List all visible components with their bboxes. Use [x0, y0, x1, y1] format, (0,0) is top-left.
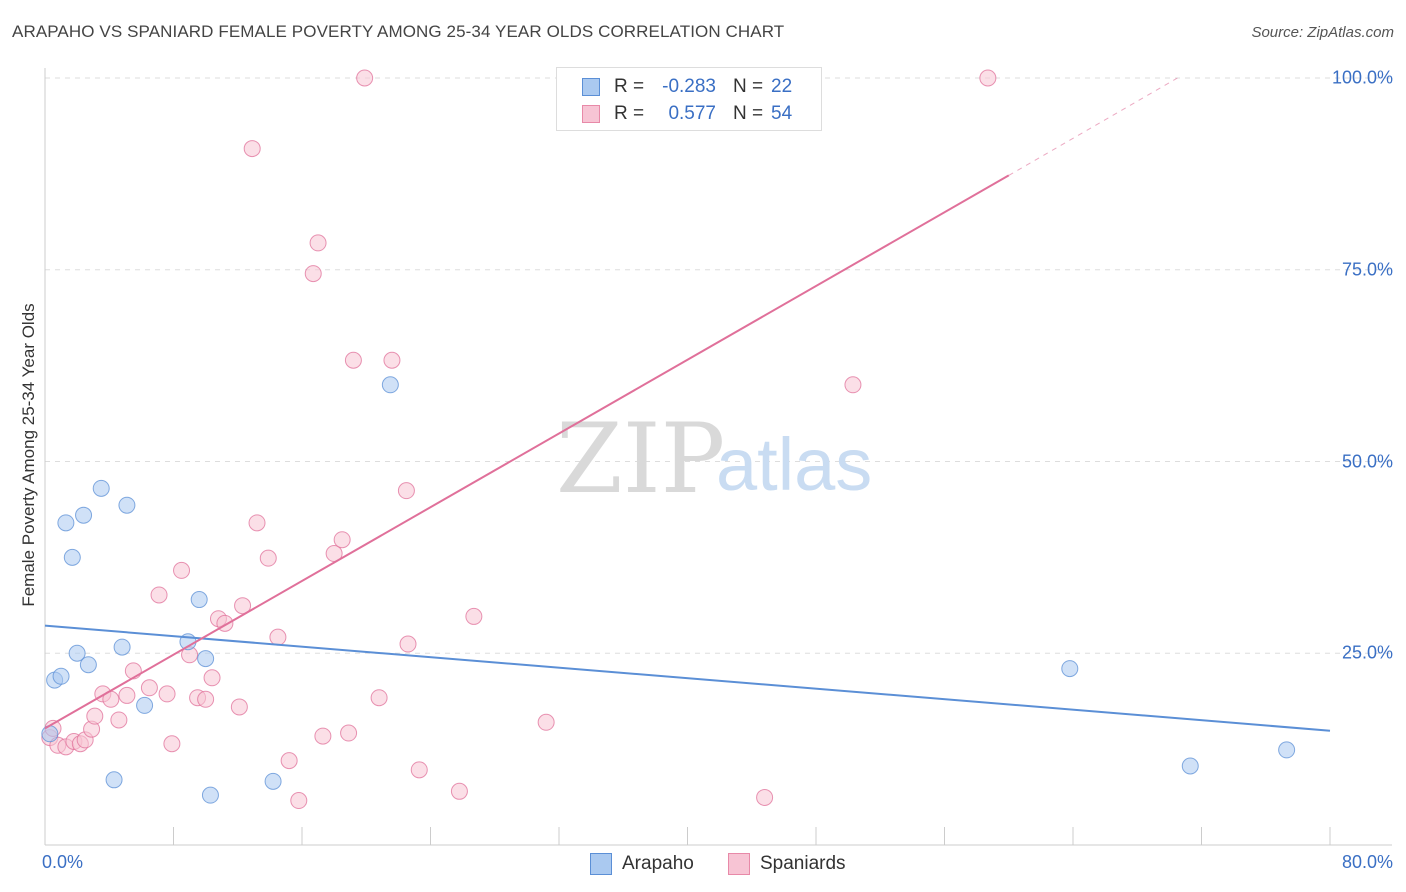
spaniards-point: [304, 265, 322, 283]
arapaho-point: [75, 506, 93, 524]
spaniards-point: [158, 685, 176, 703]
arapaho-point: [68, 644, 86, 662]
spaniards-point: [248, 514, 266, 532]
n-label: N =: [733, 76, 764, 97]
arapaho-point: [63, 548, 81, 566]
arapaho-point: [136, 696, 154, 714]
grid-lines: [45, 77, 1392, 654]
spaniards-point: [150, 586, 168, 604]
arapaho-point: [113, 638, 131, 656]
arapaho-point: [92, 479, 110, 497]
watermark: ZIP atlas: [556, 403, 872, 515]
spaniards-point: [410, 761, 428, 779]
r-label: R =: [614, 103, 645, 124]
source-label: Source: ZipAtlas.com: [1251, 24, 1394, 41]
spaniards-point: [397, 482, 415, 500]
arapaho-point: [197, 650, 215, 668]
arapaho-r-value: -0.283: [662, 76, 716, 97]
trend-lines: [44, 77, 1331, 732]
legend-row-spaniards: R = 0.577 N = 54: [557, 99, 821, 129]
spaniards-point: [399, 635, 417, 653]
spaniards-point: [203, 669, 221, 687]
spaniards-point: [537, 713, 555, 731]
arapaho-point: [41, 725, 59, 743]
spaniards-point: [290, 792, 308, 810]
arapaho-trend-line: [44, 624, 1331, 732]
n-label: N =: [733, 103, 764, 124]
spaniards-r-value: 0.577: [668, 103, 716, 124]
spaniards-point: [340, 724, 358, 742]
spaniards-point: [234, 597, 252, 615]
y-tick-label: 25.0%: [1341, 642, 1393, 663]
spaniards-point: [309, 234, 327, 252]
axes: [44, 68, 1392, 846]
spaniards-point: [197, 690, 215, 708]
spaniards-point: [118, 686, 136, 704]
spaniards-point: [230, 698, 248, 716]
spaniards-point: [243, 140, 261, 158]
legend-label-spaniards: Spaniards: [760, 853, 846, 874]
spaniards-point: [269, 628, 287, 646]
spaniards-point: [465, 607, 483, 625]
spaniards-point: [356, 69, 374, 87]
arapaho-point: [57, 514, 75, 532]
arapaho-swatch: [590, 853, 612, 875]
spaniards-point: [370, 689, 388, 707]
spaniards-n-value: 54: [771, 103, 793, 124]
spaniards-point: [110, 711, 128, 729]
spaniards-trend-line: [44, 174, 1010, 730]
arapaho-point: [52, 667, 70, 685]
y-tick-label: 50.0%: [1341, 451, 1393, 471]
correlation-legend: R = -0.283 N = 22 R = 0.577 N = 54: [556, 67, 822, 131]
spaniards-point: [86, 707, 104, 725]
watermark-atlas: atlas: [716, 423, 872, 506]
x-tick-label-min: 0.0%: [42, 852, 84, 872]
arapaho-point: [1181, 757, 1199, 775]
spaniards-point: [163, 735, 181, 753]
arapaho-point: [1278, 741, 1296, 759]
spaniards-point: [344, 351, 362, 369]
legend-label-arapaho: Arapaho: [622, 853, 694, 874]
chart-title: ARAPAHO VS SPANIARD FEMALE POVERTY AMONG…: [12, 22, 785, 41]
r-label: R =: [614, 76, 645, 97]
spaniards-point: [173, 561, 191, 579]
spaniards-swatch: [582, 105, 600, 123]
y-tick-label: 100.0%: [1331, 67, 1393, 88]
spaniards-trend-extension: [1008, 77, 1178, 176]
spaniards-point: [979, 69, 997, 87]
arapaho-point: [105, 771, 123, 789]
arapaho-point: [79, 656, 97, 674]
spaniards-point: [333, 531, 351, 549]
series-legend: Arapaho Spaniards: [0, 852, 1406, 878]
x-tick-label-max: 80.0%: [1341, 852, 1393, 872]
spaniards-point: [314, 727, 332, 745]
spaniards-point: [280, 752, 298, 770]
spaniards-point: [383, 351, 401, 369]
arapaho-point: [1061, 660, 1079, 678]
spaniards-swatch: [728, 853, 750, 875]
arapaho-swatch: [582, 78, 600, 96]
watermark-zip: ZIP: [556, 403, 725, 515]
spaniards-points: [41, 69, 997, 810]
arapaho-points: [41, 376, 1296, 804]
y-tick-label: 75.0%: [1341, 259, 1393, 280]
spaniards-point: [259, 549, 277, 567]
arapaho-point: [201, 786, 219, 804]
spaniards-point: [124, 662, 142, 680]
spaniards-point: [140, 679, 158, 697]
arapaho-n-value: 22: [771, 76, 793, 97]
arapaho-point: [381, 376, 399, 394]
arapaho-point: [264, 772, 282, 790]
spaniards-point: [756, 788, 774, 806]
arapaho-point: [118, 496, 136, 514]
legend-row-arapaho: R = -0.283 N = 22: [557, 72, 821, 102]
spaniards-point: [450, 782, 468, 800]
spaniards-point: [844, 376, 862, 394]
arapaho-point: [190, 591, 208, 609]
